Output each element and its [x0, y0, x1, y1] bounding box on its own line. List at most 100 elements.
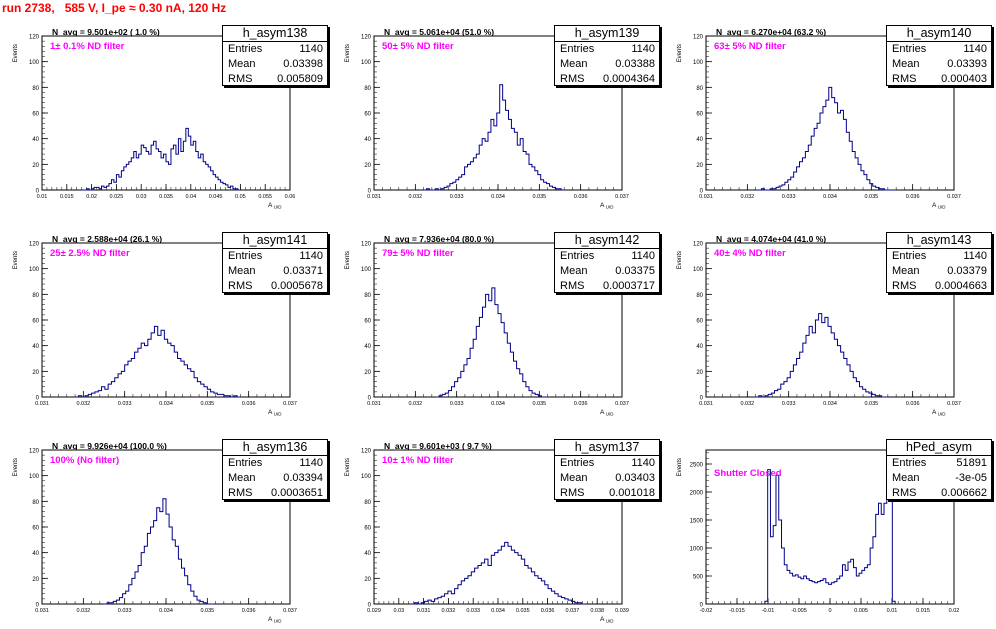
stats-value: 0.005809: [277, 73, 323, 85]
x-tick-label: 0.031: [367, 194, 381, 200]
x-axis-label: A UID: [600, 616, 614, 624]
stats-value: 0.03375: [615, 265, 655, 277]
stats-value: 0.03388: [615, 58, 655, 70]
y-tick-label: 0: [368, 189, 372, 195]
y-tick-label: 60: [364, 526, 371, 532]
x-tick-label: 0.035: [200, 608, 214, 614]
y-tick-label: 80: [32, 293, 39, 299]
x-tick-label: -0.015: [729, 608, 745, 614]
x-tick-label: 0.033: [450, 194, 464, 200]
y-tick-label: 60: [696, 319, 703, 325]
stats-value: 0.03371: [283, 265, 323, 277]
y-tick-label: 20: [696, 370, 703, 376]
y-tick-label: 100: [693, 267, 704, 273]
x-axis-label-subscript: UID: [274, 205, 283, 210]
y-tick-label: 100: [29, 267, 40, 273]
stats-box: h_asym136 Entries 1140 Mean 0.03394 RMS 0.0003…: [222, 439, 328, 500]
x-tick-label: 0.031: [699, 194, 713, 200]
stats-value: 0.0004364: [603, 73, 655, 85]
x-tick-label: 0.032: [408, 194, 422, 200]
x-axis-label-main: A: [268, 616, 274, 623]
stats-value: -3e-05: [955, 472, 987, 484]
stats-value: 1140: [631, 457, 655, 469]
y-tick-label: 120: [693, 35, 704, 41]
stats-row-entries: Entries 1140: [555, 456, 659, 471]
x-tick-label: 0.034: [491, 608, 505, 614]
n-avg-label: N_avg = 2.588e+04 (26.1 %): [52, 234, 163, 244]
y-tick-label: 0: [36, 603, 40, 609]
y-tick-label: 60: [364, 112, 371, 118]
y-axis-label: Events: [13, 458, 19, 476]
y-tick-label: 100: [693, 60, 704, 66]
x-tick-label: 0.036: [541, 608, 555, 614]
x-tick-label: 0.033: [782, 401, 796, 407]
histogram-series: [755, 86, 897, 191]
stats-key: Entries: [228, 250, 263, 262]
x-tick-label: 0.036: [242, 401, 256, 407]
x-tick-label: 0.034: [491, 194, 505, 200]
x-tick-label: 0.033: [466, 608, 480, 614]
y-axis-label: Events: [13, 251, 19, 269]
stats-box: h_asym138 Entries 1140 Mean 0.03398 RMS 0.0058…: [222, 25, 328, 86]
histogram-plot: 0 20 40 60 80 100 120 0.031 0.032 0.033 0.034 0.035…: [345, 35, 629, 210]
stats-value: 1140: [963, 43, 987, 55]
stats-value: 0.0004663: [935, 280, 987, 292]
stats-key: Mean: [560, 58, 588, 70]
stats-row-entries: Entries 1140: [223, 42, 327, 57]
n-avg-label: N_avg = 5.061e+04 (51.0 %): [384, 27, 495, 37]
stats-key: RMS: [228, 487, 253, 499]
stats-row-entries: Entries 1140: [887, 42, 991, 57]
x-tick-label: 0.033: [118, 608, 132, 614]
x-axis-label-main: A: [600, 616, 606, 623]
histogram-series: [75, 325, 241, 398]
stats-row-entries: Entries 1140: [555, 249, 659, 264]
stats-row-rms: RMS 0.005809: [223, 72, 327, 87]
x-tick-label: 0.035: [532, 194, 546, 200]
x-axis-label-main: A: [600, 202, 606, 209]
y-tick-label: 60: [32, 526, 39, 532]
x-tick-label: 0.031: [417, 608, 431, 614]
y-tick-label: 40: [696, 344, 703, 350]
histogram-plot: 0 20 40 60 80 100 120 0.031 0.032 0.033 0.034 0.035…: [677, 242, 961, 417]
stats-row-rms: RMS 0.0004364: [555, 72, 659, 87]
stats-row-mean: Mean 0.03398: [223, 57, 327, 72]
y-tick-label: 40: [32, 344, 39, 350]
stats-key: RMS: [560, 280, 585, 292]
stats-row-mean: Mean 0.03375: [555, 264, 659, 279]
stats-key: Entries: [892, 457, 927, 469]
filter-annotation: 50± 5% ND filter: [382, 41, 454, 52]
x-tick-label: -0.02: [700, 608, 713, 614]
x-tick-label: 0.032: [408, 401, 422, 407]
x-tick-label: 0.036: [242, 608, 256, 614]
stats-value: 0.0003717: [603, 280, 655, 292]
y-axis-label: Events: [345, 251, 351, 269]
filter-annotation: 100% (No filter): [50, 455, 120, 466]
histogram-pad: 0 20 40 60 80 100 120 0.031 0.032 0.033 0.034 0.035…: [0, 422, 332, 629]
n-avg-label: N_avg = 9.601e+03 ( 9.7 %): [384, 441, 492, 451]
y-tick-label: 120: [29, 35, 40, 41]
x-axis-label-main: A: [268, 202, 274, 209]
histogram-name: h_asym136: [223, 440, 327, 456]
y-tick-label: 500: [693, 575, 704, 581]
x-tick-label: 0.038: [590, 608, 604, 614]
y-tick-label: 80: [364, 500, 371, 506]
x-tick-label: 0.034: [159, 608, 173, 614]
n-avg-label: N_avg = 4.074e+04 (41.0 %): [716, 234, 827, 244]
stats-key: RMS: [560, 487, 585, 499]
n-avg-label: N_avg = 9.501e+02 ( 1.0 %): [52, 27, 160, 37]
stats-box: h_asym142 Entries 1140 Mean 0.03375 RMS 0.0003…: [554, 232, 660, 293]
y-tick-label: 40: [32, 137, 39, 143]
stats-box: h_asym137 Entries 1140 Mean 0.03403 RMS 0.0010…: [554, 439, 660, 500]
filter-annotation: 63± 5% ND filter: [714, 41, 786, 52]
y-axis-label: Events: [677, 458, 683, 476]
y-tick-label: 40: [32, 551, 39, 557]
stats-key: RMS: [892, 280, 917, 292]
x-tick-label: 0.032: [740, 194, 754, 200]
x-tick-label: 0.02: [949, 608, 960, 614]
stats-key: Entries: [560, 457, 595, 469]
x-tick-label: 0.035: [864, 401, 878, 407]
histogram-pad: 0 20 40 60 80 100 120 0.031 0.032 0.033 0.034 0.035…: [664, 8, 996, 215]
y-tick-label: 100: [361, 474, 372, 480]
stats-key: RMS: [892, 73, 917, 85]
y-tick-label: 1000: [690, 547, 704, 553]
